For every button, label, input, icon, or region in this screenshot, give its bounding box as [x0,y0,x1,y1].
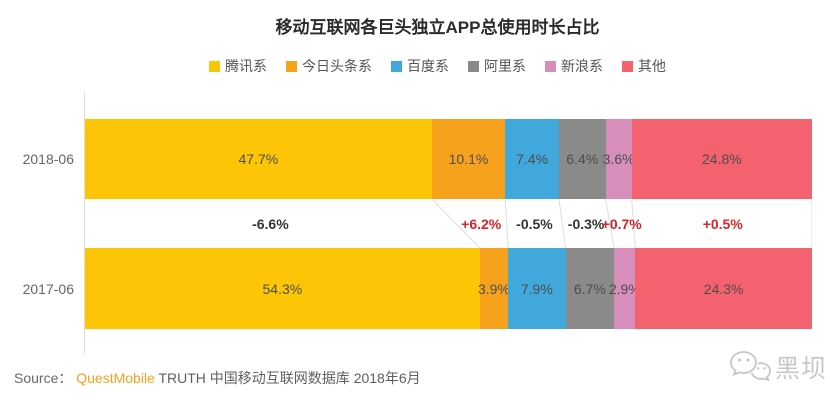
bar-value-label: 54.3% [262,280,303,297]
legend-item-1[interactable]: 今日头条系 [286,56,372,76]
legend-label: 阿里系 [484,58,526,74]
source-prefix: Source： [14,370,73,386]
legend-label: 其他 [638,58,666,74]
legend-label: 今日头条系 [302,58,372,74]
change-label-4: +0.7% [601,215,642,232]
change-label-1: +6.2% [461,215,502,232]
bar-value-label: 24.3% [703,280,744,297]
legend-item-5[interactable]: 其他 [622,56,666,76]
chart-title: 移动互联网各巨头独立APP总使用时长占比 [275,18,600,37]
source-line: Source： QuestMobile TRUTH 中国移动互联网数据库 201… [14,368,421,388]
change-label-3: -0.3% [567,215,605,232]
source-rest: TRUTH 中国移动互联网数据库 2018年6月 [154,370,421,386]
legend-swatch-icon [545,60,556,72]
legend-swatch-icon [391,60,402,72]
wechat-icon [727,348,771,391]
legend-item-4[interactable]: 新浪系 [545,56,603,76]
legend-item-2[interactable]: 百度系 [391,56,449,76]
legend-item-3[interactable]: 阿里系 [468,56,526,76]
bar-value-label: 10.1% [448,151,489,167]
legend-swatch-icon [209,60,220,72]
y-axis-line [84,92,85,354]
bar-2018-06-segment-2[interactable] [505,119,559,199]
bar-value-label: 47.7% [238,151,279,167]
bar-2017-06-segment-5[interactable] [635,248,812,329]
bar-value-label: 3.6% [602,151,635,167]
bar-2018-06-segment-1[interactable] [431,119,506,199]
y-axis-label-2017-06: 2017-06 [22,281,74,297]
change-label-2: -0.5% [516,215,553,232]
legend-label: 百度系 [407,58,449,74]
bar-2017-06: 54.3% 3.9% 7.9% 6.7% 2.9% 24.3% [85,248,812,329]
bar-2017-06-segment-4[interactable] [614,248,636,329]
legend-item-0[interactable]: 腾讯系 [209,56,267,76]
legend-swatch-icon [622,60,633,72]
bar-2017-06-segment-2[interactable] [508,248,566,329]
bar-2018-06-segment-5[interactable] [631,119,812,199]
bar-value-label: 2.9% [608,280,641,297]
watermark: 黑坝 [727,344,827,394]
bar-value-label: 7.9% [520,280,553,297]
bar-value-label: 6.7% [573,280,606,297]
change-label-0: -6.6% [252,215,289,232]
watermark-text: 黑坝 [775,354,828,383]
legend-swatch-icon [468,60,479,72]
bar-2018-06: 47.7% 10.1% 7.4% 6.4% 3.6% 24.8% [85,119,812,199]
bar-2018-06-segment-4[interactable] [605,119,632,199]
legend: 腾讯系 今日头条系 百度系 阿里系 新浪系 其他 [45,56,830,76]
source-brand: QuestMobile [76,370,155,386]
legend-swatch-icon [286,60,297,72]
bar-value-label: 7.4% [516,151,549,167]
change-band: -6.6% +6.2% -0.5% -0.3% +0.7% +0.5% [85,199,812,248]
bar-value-label: 3.9% [477,280,510,297]
bar-2017-06-segment-0[interactable] [85,248,480,329]
bar-2018-06-segment-0[interactable] [85,119,432,199]
bar-2017-06-segment-3[interactable] [565,248,615,329]
y-axis-label-2018-06: 2018-06 [22,151,74,167]
bar-value-label: 24.8% [701,151,742,167]
legend-label: 新浪系 [561,58,603,74]
bar-2017-06-segment-1[interactable] [479,248,509,329]
connector-lines [85,199,812,248]
bar-value-label: 6.4% [566,151,599,167]
legend-label: 腾讯系 [225,58,267,74]
change-label-5: +0.5% [702,215,743,232]
bar-2018-06-segment-3[interactable] [559,119,606,199]
